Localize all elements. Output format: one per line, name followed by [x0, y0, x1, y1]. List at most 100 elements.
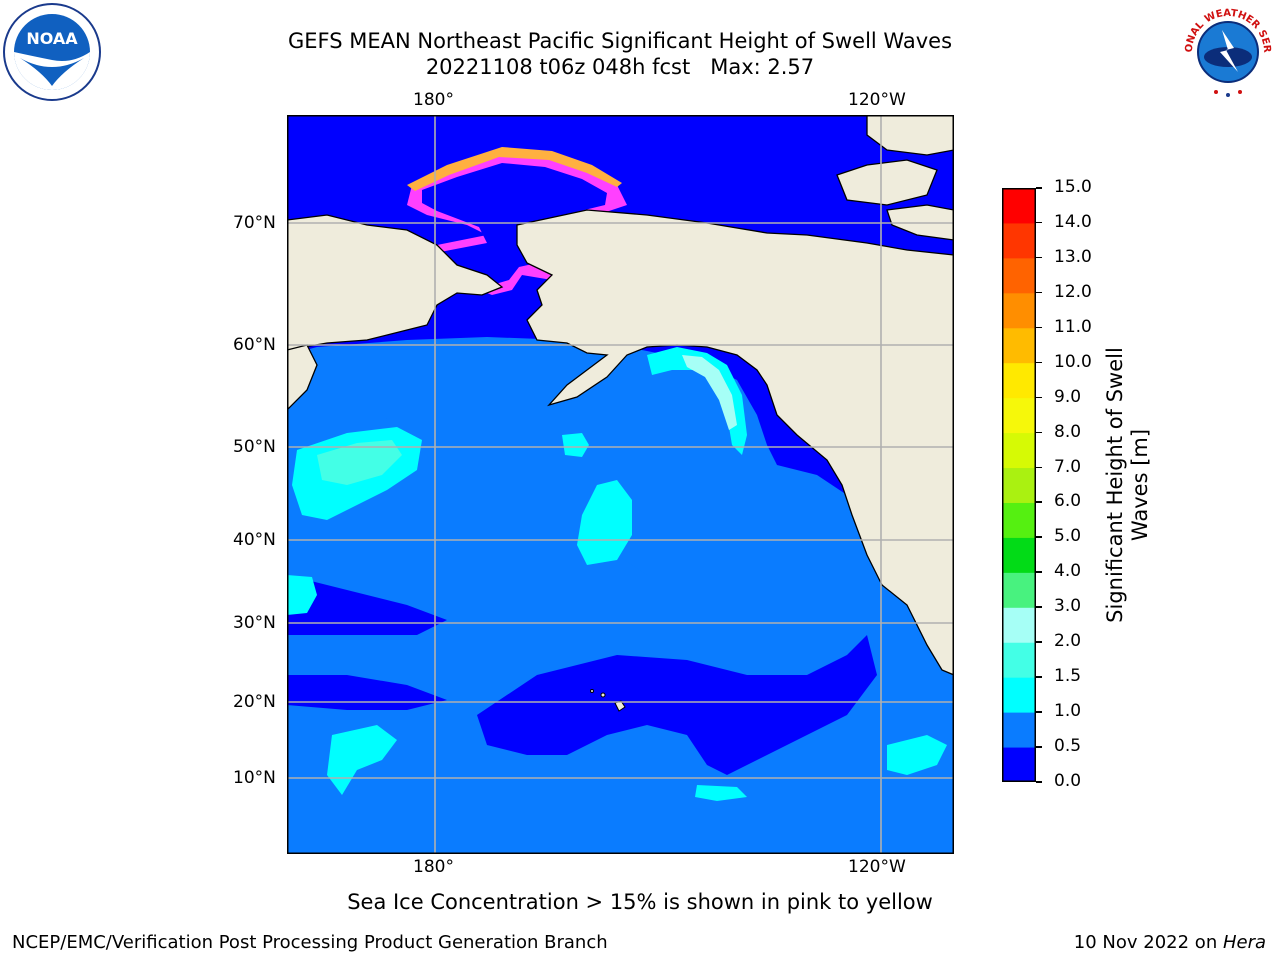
land-alaska-canada: [516, 209, 954, 676]
colorbar-segment: [1002, 327, 1036, 364]
colorbar-tick-mark: [1036, 431, 1042, 434]
swell-patch-west-light: [317, 440, 402, 485]
colorbar-tick-label: 7.0: [1054, 456, 1082, 477]
colorbar-segment: [1002, 432, 1036, 469]
colorbar-tick-label: 10.0: [1054, 351, 1092, 372]
colorbar-tick-mark: [1036, 187, 1042, 189]
lat-label-50n: 50°N: [233, 437, 276, 457]
colorbar-segment: [1002, 677, 1036, 713]
colorbar-segment: [1002, 397, 1036, 434]
colorbar-tick-label: 13.0: [1054, 246, 1092, 267]
colorbar-tick-mark: [1036, 676, 1042, 678]
land-siberia: [287, 214, 504, 351]
plot-title-line2: 20221108 t06z 048h fcst Max: 2.57: [425, 55, 815, 79]
colorbar-tick-mark: [1036, 221, 1042, 224]
noaa-logo: NOAA: [3, 3, 101, 101]
lat-label-40n: 40°N: [233, 530, 276, 550]
colorbar-label-line2: Waves [m]: [1128, 428, 1152, 542]
colorbar-tick-label: 0.0: [1054, 771, 1082, 791]
land-masses: [287, 115, 954, 676]
swell-height-map: [287, 115, 954, 854]
colorbar-tick-mark: [1036, 571, 1042, 573]
swell-patch-east: [287, 575, 317, 615]
swell-band-low-west: [287, 575, 447, 635]
swell-patch-bering: [562, 433, 589, 457]
colorbar-segment: [1002, 257, 1036, 294]
footer-machine: Hera: [1222, 932, 1266, 953]
swell-patch-gulf: [647, 347, 747, 455]
colorbar-segment: [1002, 362, 1036, 399]
swell-patch-central: [577, 480, 632, 565]
colorbar-tick-mark: [1036, 291, 1042, 294]
colorbar-segment: [1002, 537, 1036, 573]
nws-logo: NATIONAL WEATHER SERVICE: [1178, 2, 1276, 100]
colorbar-tick-label: 12.0: [1054, 281, 1092, 302]
colorbar-segment: [1002, 467, 1036, 503]
swell-band-central: [607, 360, 742, 575]
colorbar-tick-label: 1.0: [1054, 701, 1082, 722]
colorbar-segment: [1002, 642, 1036, 678]
lat-label-60n: 60°N: [233, 335, 276, 355]
colorbar-tick-mark: [1036, 536, 1042, 538]
land-arctic-island-1: [836, 159, 938, 206]
colorbar-tick-mark: [1036, 746, 1042, 748]
colorbar-tick-mark: [1036, 466, 1042, 469]
colorbar-tick-label: 11.0: [1054, 316, 1092, 337]
colorbar-label: Significant Height of Swell Waves [m]: [1103, 275, 1153, 695]
sea-ice-caption: Sea Ice Concentration > 15% is shown in …: [347, 890, 933, 914]
colorbar-tick-label: 6.0: [1054, 491, 1082, 512]
lat-label-10n: 10°N: [233, 768, 276, 788]
lat-label-70n: 70°N: [233, 213, 276, 233]
colorbar-tick-mark: [1036, 641, 1042, 643]
colorbar-tick-mark: [1036, 606, 1042, 608]
colorbar: [1002, 188, 1036, 782]
colorbar-tick-label: 5.0: [1054, 526, 1082, 547]
colorbar-tick-mark: [1036, 256, 1042, 259]
colorbar-tick-mark: [1036, 501, 1042, 503]
colorbar-tick-mark: [1036, 711, 1042, 713]
colorbar-tick-mark: [1036, 361, 1042, 364]
lat-label-20n: 20°N: [233, 692, 276, 712]
lon-label-top-120w: 120°W: [848, 90, 906, 110]
swell-patch-gulf-light: [682, 355, 737, 430]
colorbar-label-line1: Significant Height of Swell: [1103, 347, 1127, 623]
colorbar-tick-label: 4.0: [1054, 561, 1082, 582]
colorbar-tick-label: 0.5: [1054, 736, 1082, 757]
map-frame: [287, 115, 954, 854]
lat-label-30n: 30°N: [233, 613, 276, 633]
colorbar-tick-mark: [1036, 326, 1042, 329]
lon-label-bottom-180: 180°: [413, 857, 454, 877]
land-arctic-island-2: [866, 115, 954, 156]
colorbar-segment: [1002, 712, 1036, 748]
colorbar-tick-label: 9.0: [1054, 386, 1082, 407]
footer-date-text: 10 Nov 2022 on: [1073, 932, 1223, 953]
colorbar-tick-label: 14.0: [1054, 211, 1092, 232]
colorbar-segment: [1002, 292, 1036, 329]
lon-label-bottom-120w: 120°W: [848, 857, 906, 877]
colorbar-segment: [1002, 607, 1036, 643]
swell-patch-south2: [695, 785, 747, 801]
noaa-logo-text: NOAA: [26, 29, 78, 48]
colorbar-segment: [1002, 222, 1036, 259]
swell-band-low-south: [477, 635, 877, 775]
colorbar-segment: [1002, 188, 1036, 224]
colorbar-tick-label: 8.0: [1054, 421, 1082, 442]
footer-organization: NCEP/EMC/Verification Post Processing Pr…: [12, 932, 608, 953]
swell-band-low-north: [287, 115, 954, 585]
plot-title-line1: GEFS MEAN Northeast Pacific Significant …: [287, 29, 953, 53]
sea-ice-fringe: [407, 147, 622, 191]
colorbar-segment: [1002, 502, 1036, 538]
land-kamchatka: [287, 344, 318, 411]
footer-date: 10 Nov 2022 on Hera: [1074, 932, 1266, 953]
colorbar-tick-label: 3.0: [1054, 596, 1082, 617]
sea-ice-inner: [422, 163, 607, 285]
colorbar-tick-label: 15.0: [1054, 177, 1092, 197]
colorbar-frame: [1002, 188, 1036, 782]
colorbar-tick-mark: [1036, 781, 1042, 783]
lon-label-top-180: 180°: [413, 90, 454, 110]
colorbar-segment: [1002, 572, 1036, 608]
colorbar-segment: [1002, 747, 1036, 782]
colorbar-tick-mark: [1036, 396, 1042, 399]
swell-patch-southeast: [887, 735, 947, 775]
colorbar-tick-label: 1.5: [1054, 666, 1082, 687]
